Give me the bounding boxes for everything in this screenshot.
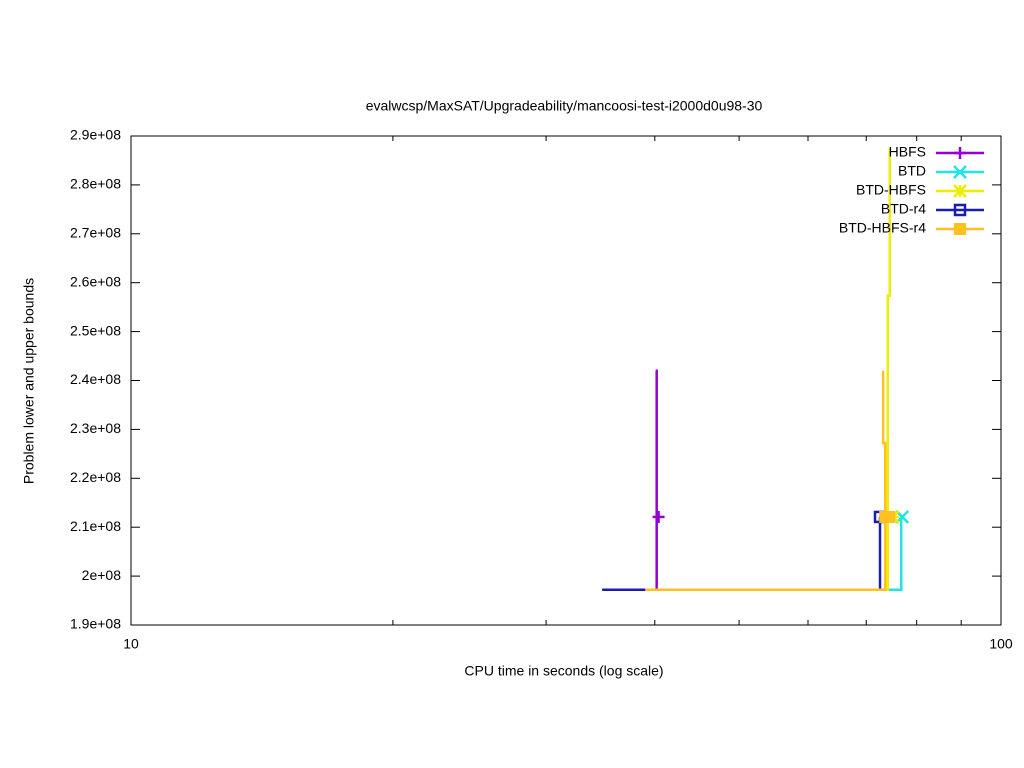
series-line bbox=[602, 516, 903, 592]
y-tick-label: 2.3e+08 bbox=[70, 420, 121, 436]
series-line bbox=[655, 369, 888, 592]
chart-title: evalwcsp/MaxSAT/Upgradeability/mancoosi-… bbox=[366, 98, 763, 114]
legend-label: BTD-r4 bbox=[881, 201, 926, 217]
series-line bbox=[645, 370, 887, 592]
x-axis-label: CPU time in seconds (log scale) bbox=[464, 663, 663, 679]
point-marker bbox=[652, 510, 665, 523]
point-marker bbox=[954, 147, 966, 159]
marker-stroke bbox=[953, 165, 967, 179]
legend-label: BTD-HBFS bbox=[856, 182, 926, 198]
legend-label: BTD-HBFS-r4 bbox=[839, 220, 926, 236]
y-tick-label: 2.9e+08 bbox=[70, 127, 121, 143]
marker-box bbox=[954, 223, 966, 235]
point-marker bbox=[953, 165, 967, 179]
y-tick-label: 1.9e+08 bbox=[70, 616, 121, 632]
point-marker bbox=[953, 203, 967, 217]
legend-label: HBFS bbox=[889, 144, 926, 160]
legend-entry: BTD-HBFS bbox=[856, 182, 984, 198]
y-tick-label: 2.7e+08 bbox=[70, 225, 121, 241]
legend-label: BTD bbox=[898, 163, 926, 179]
marker-stroke bbox=[953, 184, 967, 198]
marker-box bbox=[883, 510, 896, 523]
y-tick-label: 2.8e+08 bbox=[70, 176, 121, 192]
y-tick-label: 2e+08 bbox=[82, 567, 122, 583]
y-tick-label: 2.5e+08 bbox=[70, 322, 121, 338]
plot-frame bbox=[130, 135, 1002, 626]
y-axis-label: Problem lower and upper bounds bbox=[21, 278, 37, 484]
y-tick-label: 2.1e+08 bbox=[70, 518, 121, 534]
point-marker bbox=[953, 184, 967, 198]
marker-box bbox=[953, 203, 967, 217]
legend-entry: BTD-HBFS-r4 bbox=[839, 220, 984, 236]
x-tick-label: 10 bbox=[123, 636, 139, 652]
x-tick-label: 100 bbox=[989, 636, 1013, 652]
legend-entry: BTD bbox=[898, 163, 984, 179]
y-tick-label: 2.6e+08 bbox=[70, 273, 121, 289]
series-line bbox=[602, 516, 882, 592]
point-marker bbox=[883, 510, 896, 523]
legend-entry: BTD-r4 bbox=[881, 201, 984, 217]
point-marker bbox=[954, 223, 966, 235]
y-tick-label: 2.4e+08 bbox=[70, 371, 121, 387]
y-tick-label: 2.2e+08 bbox=[70, 469, 121, 485]
legend-entry: HBFS bbox=[889, 144, 984, 160]
series-line bbox=[602, 148, 892, 592]
